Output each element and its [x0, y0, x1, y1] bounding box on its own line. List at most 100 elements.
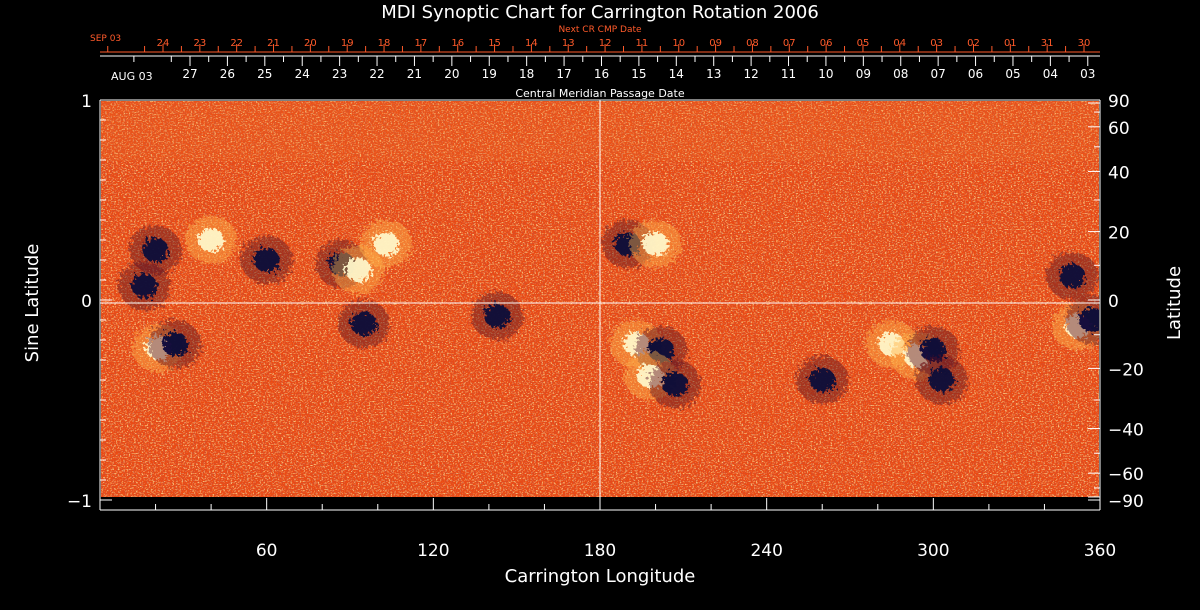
next-cr-axis: Next CR CMP Date SEP 03 24 23 22 21 20 19 18 17…: [90, 25, 1100, 53]
next-cr-day-label: 08: [746, 38, 759, 49]
next-cr-day-label: 09: [709, 38, 722, 49]
next-cr-day-label: 04: [893, 38, 906, 49]
y-axis-label-right: Latitude: [1164, 266, 1185, 340]
cmp-day-label: 07: [931, 67, 946, 81]
chart-title: MDI Synoptic Chart for Carrington Rotati…: [381, 2, 819, 23]
next-cr-day-label: 10: [672, 38, 685, 49]
region-core: [142, 238, 169, 262]
right-y-tick-label: 40: [1108, 163, 1130, 183]
next-cr-day-label: 30: [1078, 38, 1091, 49]
cmp-axis-label: Central Meridian Passage Date: [515, 87, 684, 100]
next-cr-day-label: 06: [820, 38, 833, 49]
cmp-day-label: 11: [781, 67, 796, 81]
cmp-day-label: 26: [220, 67, 235, 81]
region-core: [162, 332, 188, 356]
x-tick-label: 300: [917, 541, 949, 561]
right-y-tick-label: 0: [1108, 292, 1119, 312]
region-core: [809, 368, 836, 392]
cmp-day-label: 10: [818, 67, 833, 81]
right-y-tick-label: 60: [1108, 119, 1130, 139]
negative-polarity-region: [471, 292, 524, 340]
region-core: [131, 274, 158, 298]
cmp-day-label: 22: [369, 67, 384, 81]
negative-polarity-region: [149, 320, 201, 368]
positive-polarity-region: [185, 216, 238, 264]
cmp-month-label: AUG 03: [111, 70, 153, 83]
right-y-tick-label: 90: [1108, 92, 1130, 112]
next-cr-day-label: 05: [857, 38, 870, 49]
cmp-day-label: 19: [482, 67, 497, 81]
negative-polarity-region: [240, 236, 293, 284]
region-core: [1059, 264, 1086, 288]
cmp-day-label: 14: [669, 67, 684, 81]
cmp-day-label: 18: [519, 67, 534, 81]
negative-polarity-region: [1046, 252, 1099, 300]
cmp-day-label: 21: [407, 67, 422, 81]
cmp-day-label: 17: [556, 67, 571, 81]
cmp-day-label: 09: [856, 67, 871, 81]
right-y-tick-label: −20: [1108, 360, 1144, 380]
cmp-day-label: 16: [594, 67, 609, 81]
region-core: [642, 232, 669, 256]
cmp-day-label: 23: [332, 67, 347, 81]
next-cr-day-label: 17: [415, 38, 428, 49]
next-cr-day-label: 20: [304, 38, 317, 49]
next-cr-day-label: 23: [193, 38, 206, 49]
cmp-day-label: 04: [1043, 67, 1058, 81]
next-cr-month-label: SEP 03: [90, 34, 121, 44]
region-core: [1078, 308, 1099, 332]
x-tick-label: 120: [417, 541, 449, 561]
next-cr-day-label: 13: [562, 38, 575, 49]
region-core: [662, 372, 688, 396]
x-axis-label: Carrington Longitude: [505, 566, 696, 587]
cmp-day-label: 13: [706, 67, 721, 81]
x-tick-label: 180: [584, 541, 616, 561]
negative-polarity-region: [649, 360, 701, 408]
right-y-tick-label: −40: [1108, 421, 1144, 441]
next-cr-day-label: 18: [378, 38, 391, 49]
region-core: [198, 228, 225, 252]
x-tick-label: 360: [1084, 541, 1116, 561]
next-cr-day-label: 19: [341, 38, 354, 49]
left-y-tick-label: 0: [81, 292, 92, 312]
right-y-tick-label: 20: [1108, 224, 1130, 244]
negative-polarity-region: [118, 262, 171, 310]
cmp-day-label: 25: [257, 67, 272, 81]
negative-polarity-region: [129, 226, 182, 274]
cmp-day-label: 12: [743, 67, 758, 81]
next-cr-day-label: 03: [930, 38, 943, 49]
next-cr-day-label: 24: [157, 38, 170, 49]
left-y-tick-label: −1: [67, 492, 92, 512]
x-tick-label: 60: [256, 541, 278, 561]
positive-polarity-region: [360, 220, 413, 268]
next-cr-day-label: 02: [967, 38, 980, 49]
cmp-day-label: 06: [968, 67, 983, 81]
cmp-day-label: 03: [1080, 67, 1095, 81]
region-core: [253, 248, 280, 272]
negative-polarity-region: [1065, 296, 1099, 344]
cmp-day-label: 24: [295, 67, 310, 81]
next-cr-day-label: 12: [599, 38, 612, 49]
cmp-day-label: 20: [444, 67, 459, 81]
region-core: [928, 368, 955, 392]
next-cr-day-label: 11: [636, 38, 649, 49]
region-core: [345, 258, 372, 282]
negative-polarity-region: [796, 356, 849, 404]
x-tick-label: 240: [750, 541, 782, 561]
cmp-day-label: 27: [182, 67, 197, 81]
right-y-tick-label: −90: [1108, 492, 1144, 512]
cmp-day-label: 05: [1005, 67, 1020, 81]
next-cr-day-label: 16: [451, 38, 464, 49]
next-cr-day-label: 21: [267, 38, 280, 49]
negative-polarity-region: [915, 356, 968, 404]
y-axis-label-left: Sine Latitude: [22, 244, 43, 363]
next-cr-day-label: 01: [1004, 38, 1017, 49]
region-core: [920, 338, 947, 362]
cmp-day-label: 08: [893, 67, 908, 81]
right-y-tick-label: −60: [1108, 465, 1144, 485]
next-cr-day-label: 07: [783, 38, 796, 49]
negative-polarity-region: [337, 300, 390, 348]
next-cr-day-label: 31: [1041, 38, 1054, 49]
region-core: [373, 232, 400, 256]
